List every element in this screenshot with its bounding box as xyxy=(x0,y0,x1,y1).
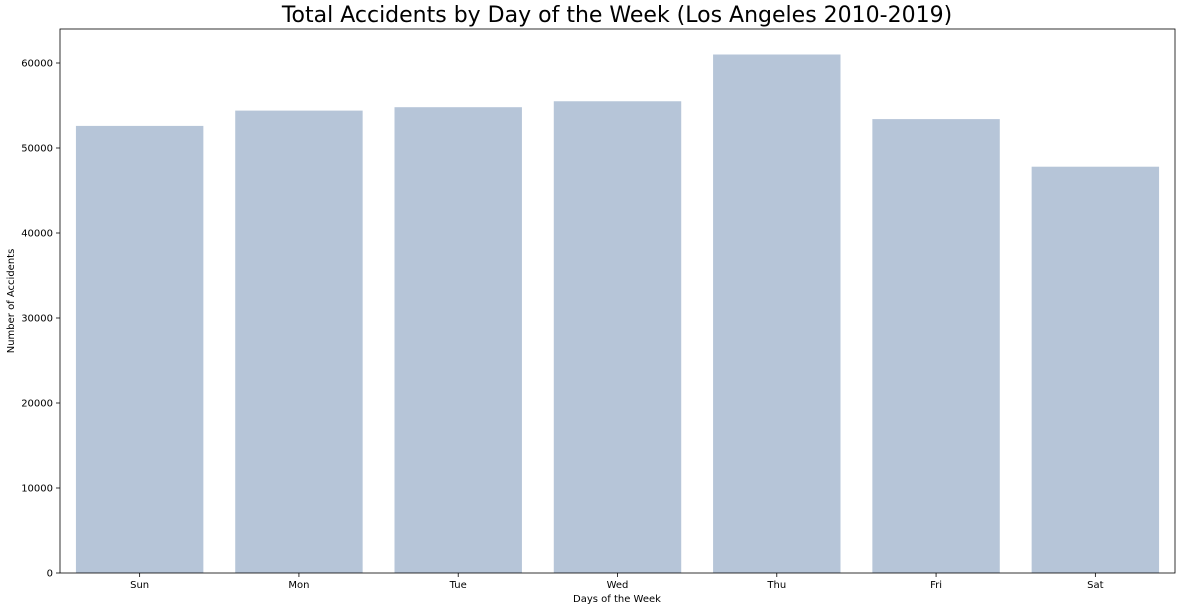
x-tick-label-sat: Sat xyxy=(1087,580,1103,591)
y-axis-label: Number of Accidents xyxy=(6,249,17,354)
y-tick-label: 50000 xyxy=(21,144,53,155)
chart-title: Total Accidents by Day of the Week (Los … xyxy=(281,3,952,28)
x-tick-label-tue: Tue xyxy=(449,580,467,591)
bar-wed xyxy=(553,101,682,573)
bar-sun xyxy=(75,125,204,574)
bars-group xyxy=(75,54,1160,574)
bar-sat xyxy=(1031,166,1160,573)
x-axis-label: Days of the Week xyxy=(573,594,661,605)
y-tick-label: 60000 xyxy=(21,59,53,70)
x-tick-label-fri: Fri xyxy=(930,580,942,591)
y-tick-label: 30000 xyxy=(21,314,53,325)
x-axis-ticks: Sun Mon Tue Wed Thu Fri Sat xyxy=(130,573,1104,591)
bar-tue xyxy=(394,107,522,573)
y-axis-ticks: 0 10000 20000 30000 40000 50000 60000 xyxy=(21,59,60,580)
x-tick-label-thu: Thu xyxy=(766,580,786,591)
y-tick-label: 10000 xyxy=(21,484,53,495)
x-tick-label-mon: Mon xyxy=(288,580,309,591)
bar-mon xyxy=(235,110,363,573)
bar-fri xyxy=(872,119,1000,573)
x-tick-label-wed: Wed xyxy=(607,580,629,591)
y-tick-label: 40000 xyxy=(21,229,53,240)
y-tick-label: 0 xyxy=(47,569,53,580)
y-tick-label: 20000 xyxy=(21,399,53,410)
x-tick-label-sun: Sun xyxy=(130,580,149,591)
bar-thu xyxy=(713,54,841,573)
